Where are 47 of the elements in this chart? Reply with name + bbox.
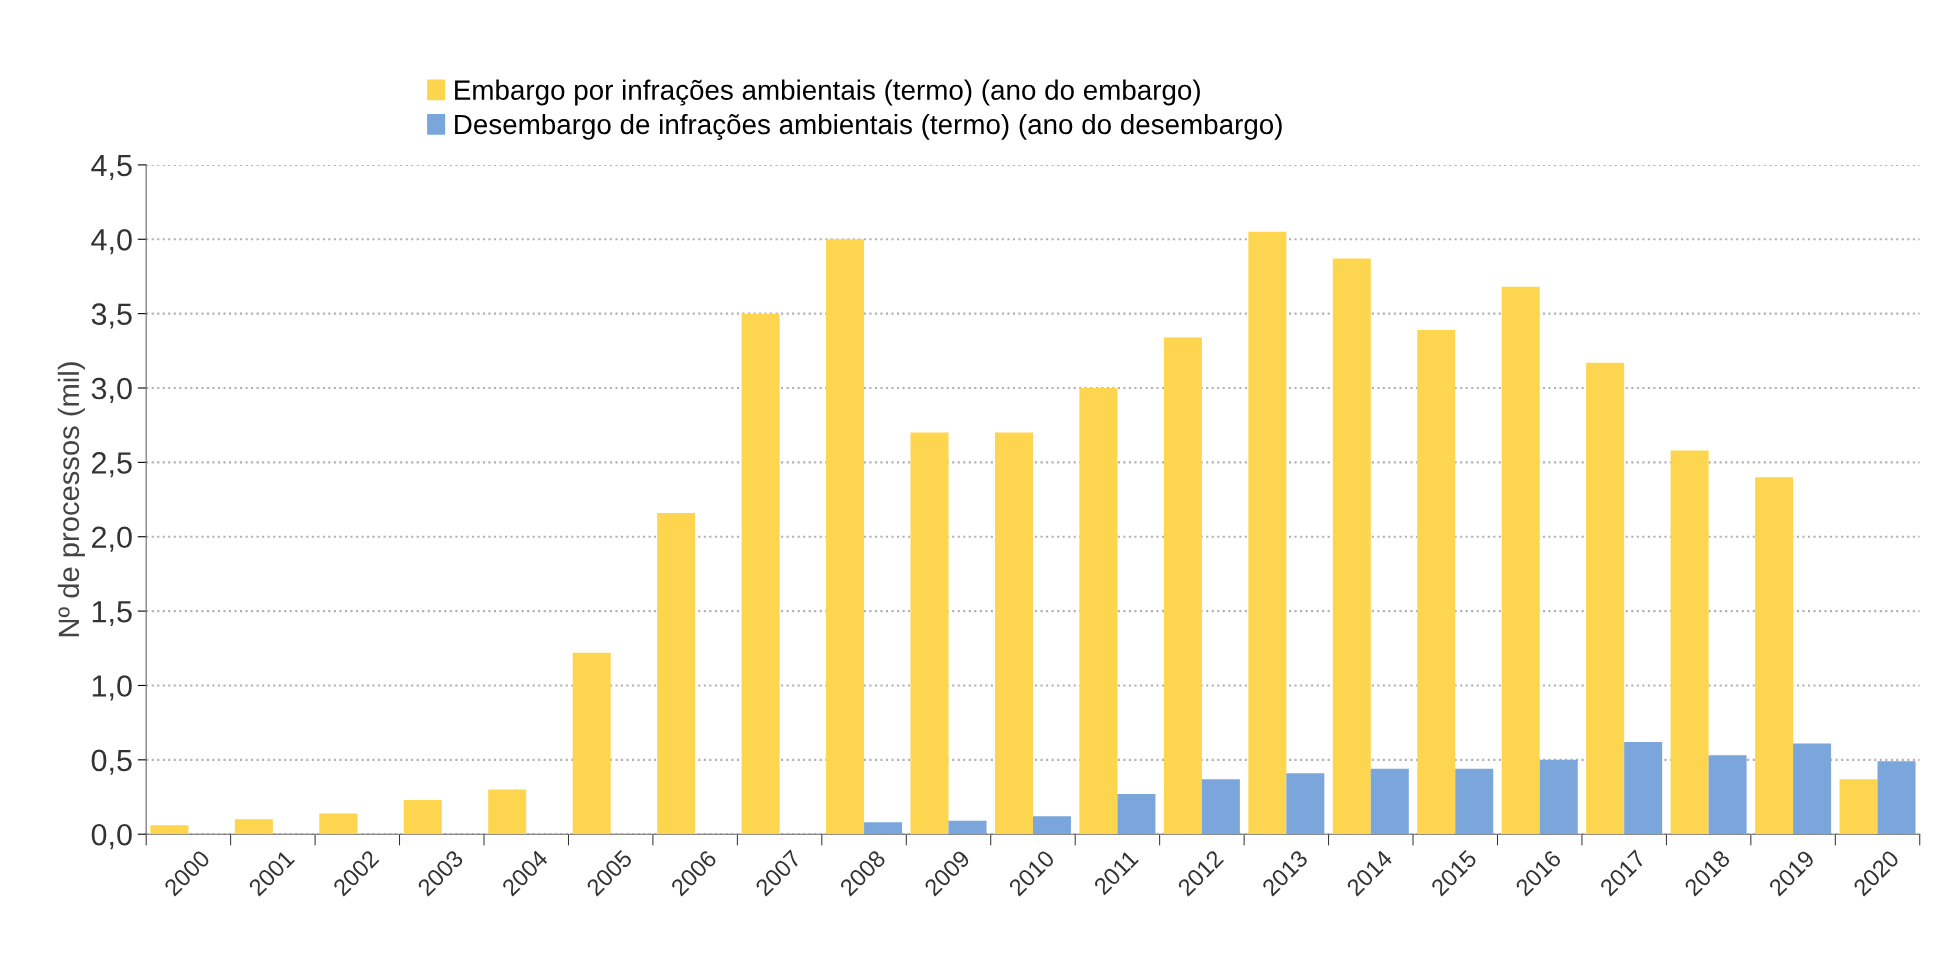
bar bbox=[1370, 768, 1409, 835]
bar bbox=[488, 789, 527, 835]
bar bbox=[1839, 779, 1878, 835]
legend-label: Embargo por infrações ambientais (termo) (ano do embargo) bbox=[455, 79, 1200, 106]
y-tick-label: 3,0 bbox=[91, 377, 132, 403]
y-tick-label: 0,0 bbox=[91, 823, 132, 850]
bar bbox=[1455, 768, 1494, 835]
bar bbox=[994, 432, 1033, 835]
y-tick-label: 3,5 bbox=[91, 303, 132, 329]
bar bbox=[234, 819, 273, 835]
bar bbox=[1755, 477, 1794, 835]
y-tick-label: 1,5 bbox=[92, 601, 132, 627]
bar bbox=[1708, 755, 1747, 835]
bar bbox=[1201, 779, 1240, 835]
bar bbox=[1286, 773, 1325, 835]
y-tick-label: 4,5 bbox=[91, 154, 132, 180]
bar bbox=[910, 432, 949, 835]
bar bbox=[1332, 258, 1371, 835]
bar bbox=[1501, 286, 1540, 835]
bar bbox=[1793, 743, 1832, 835]
bar bbox=[948, 820, 987, 835]
bar bbox=[572, 652, 611, 835]
y-tick-label: 2,5 bbox=[92, 452, 132, 478]
bar bbox=[1624, 741, 1663, 835]
y-tick-label: 2,0 bbox=[92, 526, 132, 552]
bar bbox=[1117, 794, 1156, 835]
bar bbox=[1079, 388, 1118, 835]
bar bbox=[864, 822, 903, 835]
bar bbox=[1670, 450, 1709, 835]
y-tick-label: 1,0 bbox=[92, 675, 132, 701]
y-tick-label: 4,0 bbox=[91, 229, 132, 255]
bar bbox=[1539, 759, 1578, 835]
bar bbox=[150, 825, 189, 835]
bar bbox=[1163, 337, 1202, 835]
y-axis-title: Nº de processos (mil) bbox=[57, 362, 85, 637]
bar bbox=[1877, 761, 1916, 835]
y-tick-label: 0,5 bbox=[91, 749, 132, 775]
bar bbox=[1586, 362, 1625, 835]
legend-label: Desembargo de infrações ambientais (termo) (ano do desembargo) bbox=[455, 113, 1282, 140]
bar bbox=[657, 512, 696, 835]
bar bbox=[1032, 816, 1071, 835]
bar bbox=[826, 239, 865, 835]
bar bbox=[1417, 329, 1456, 835]
bar bbox=[741, 313, 780, 835]
bar bbox=[403, 799, 442, 835]
bar bbox=[1248, 231, 1287, 835]
bar bbox=[319, 813, 358, 835]
